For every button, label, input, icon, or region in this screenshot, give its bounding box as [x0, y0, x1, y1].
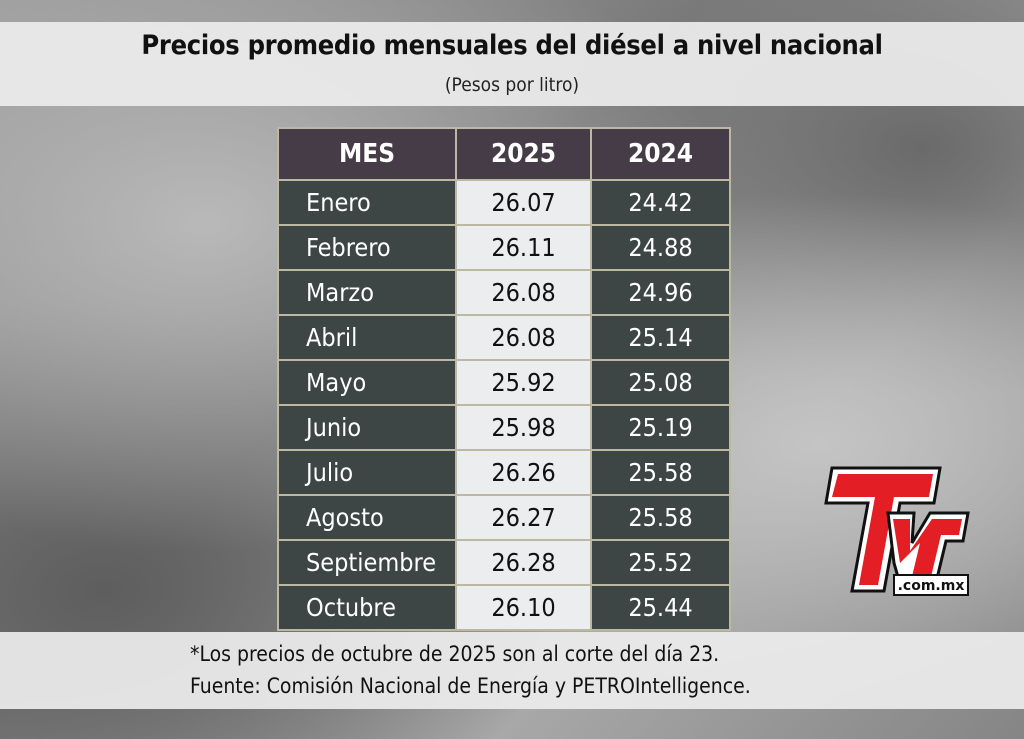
price-2024-cell: 25.58 — [592, 451, 729, 494]
month-cell: Octubre — [279, 586, 455, 629]
month-cell: Junio — [279, 406, 455, 449]
page-title: Precios promedio mensuales del diésel a … — [141, 30, 883, 61]
table-row: Julio 26.26 25.58 — [279, 451, 729, 494]
month-cell: Abril — [279, 316, 455, 359]
price-2025-cell: 26.10 — [457, 586, 590, 629]
price-2024-cell: 24.42 — [592, 181, 729, 224]
price-2024-cell: 24.88 — [592, 226, 729, 269]
table-row: Septiembre 26.28 25.52 — [279, 541, 729, 584]
price-2025-cell: 26.07 — [457, 181, 590, 224]
source-note: Fuente: Comisión Nacional de Energía y P… — [190, 674, 751, 698]
price-2025-cell: 25.92 — [457, 361, 590, 404]
price-2024-cell: 25.44 — [592, 586, 729, 629]
price-2024-cell: 25.14 — [592, 316, 729, 359]
price-2025-cell: 26.26 — [457, 451, 590, 494]
tyt-logo: .com.mx — [824, 466, 970, 596]
price-2025-cell: 26.08 — [457, 271, 590, 314]
title-band — [0, 22, 1024, 106]
month-cell: Mayo — [279, 361, 455, 404]
table-row: Enero 26.07 24.42 — [279, 181, 729, 224]
price-2025-cell: 26.28 — [457, 541, 590, 584]
footnote: *Los precios de octubre de 2025 son al c… — [190, 642, 720, 666]
price-2024-cell: 25.52 — [592, 541, 729, 584]
price-2025-cell: 26.08 — [457, 316, 590, 359]
price-table: MES 2025 2024 Enero 26.07 24.42 Febrero 26.1… — [277, 127, 731, 631]
column-header-mes: MES — [279, 129, 455, 179]
price-2024-cell: 24.96 — [592, 271, 729, 314]
table-row: Octubre 26.10 25.44 — [279, 586, 729, 629]
logo-domain-text: .com.mx — [898, 578, 965, 594]
price-2025-cell: 25.98 — [457, 406, 590, 449]
table-row: Mayo 25.92 25.08 — [279, 361, 729, 404]
page-subtitle: (Pesos por litro) — [444, 74, 580, 96]
table-row: Febrero 26.11 24.88 — [279, 226, 729, 269]
table-row: Agosto 26.27 25.58 — [279, 496, 729, 539]
column-header-2024: 2024 — [592, 129, 729, 179]
price-2025-cell: 26.27 — [457, 496, 590, 539]
month-cell: Julio — [279, 451, 455, 494]
price-2024-cell: 25.58 — [592, 496, 729, 539]
table-row: Junio 25.98 25.19 — [279, 406, 729, 449]
table-row: Marzo 26.08 24.96 — [279, 271, 729, 314]
footer-band — [0, 632, 1024, 709]
price-2024-cell: 25.08 — [592, 361, 729, 404]
price-2025-cell: 26.11 — [457, 226, 590, 269]
month-cell: Agosto — [279, 496, 455, 539]
month-cell: Febrero — [279, 226, 455, 269]
table-row: Abril 26.08 25.14 — [279, 316, 729, 359]
month-cell: Enero — [279, 181, 455, 224]
month-cell: Marzo — [279, 271, 455, 314]
column-header-2025: 2025 — [457, 129, 590, 179]
month-cell: Septiembre — [279, 541, 455, 584]
price-2024-cell: 25.19 — [592, 406, 729, 449]
